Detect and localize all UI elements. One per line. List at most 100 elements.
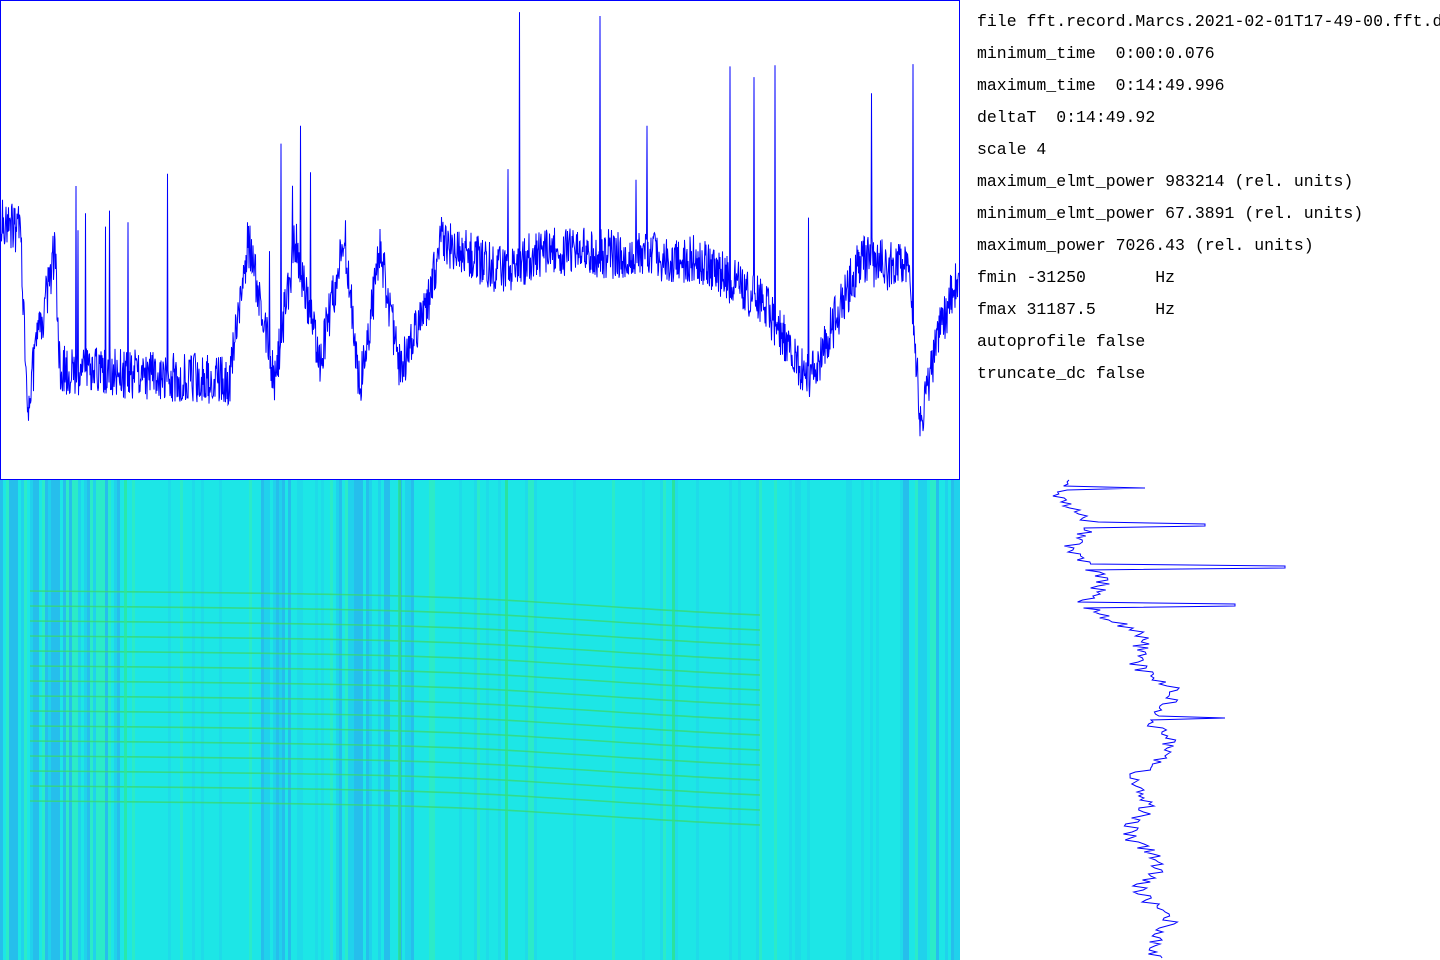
info-line: maximum_elmt_power 983214 (rel. units) [977, 172, 1354, 191]
harmonic-line [29, 650, 761, 676]
spectrogram-column [108, 480, 111, 960]
info-line: maximum_time 0:14:49.996 [977, 76, 1225, 95]
frequency-profile [1052, 479, 1286, 959]
spectrogram-column [924, 480, 927, 960]
harmonic-line [29, 755, 761, 781]
spectrogram-column [408, 480, 411, 960]
spectrogram-column [87, 480, 90, 960]
spectrogram-column [612, 480, 615, 960]
bright-column [672, 480, 675, 960]
spectrogram-column [288, 480, 291, 960]
spectrogram-column [366, 480, 369, 960]
spectrogram-column [774, 480, 777, 960]
spectrogram-column [345, 480, 348, 960]
spectrogram-column [432, 480, 435, 960]
spectrogram-column [696, 480, 699, 960]
spectrogram-column [132, 480, 135, 960]
spectrogram-column [66, 480, 69, 960]
spectrogram-column [951, 480, 954, 960]
spectrogram-column [93, 480, 96, 960]
spectrogram-column [192, 480, 195, 960]
spectrogram-column [36, 480, 39, 960]
spectrogram-column [96, 480, 99, 960]
spectrogram-column [663, 480, 666, 960]
bright-column [124, 480, 127, 960]
info-line: fmax 31187.5 Hz [977, 300, 1176, 319]
spectrogram-column [99, 480, 102, 960]
spectrogram-column [573, 480, 576, 960]
spectrogram-column [57, 480, 60, 960]
spectrogram-column [24, 480, 27, 960]
spectrogram-column [474, 480, 477, 960]
spectrogram-column [477, 480, 480, 960]
info-line: scale 4 [977, 140, 1047, 159]
spectrogram-column [360, 480, 363, 960]
spectrogram-column [351, 480, 354, 960]
spectrogram-column [249, 480, 252, 960]
info-line: deltaT 0:14:49.92 [977, 108, 1156, 127]
spectrogram-column [729, 480, 732, 960]
spectrogram-column [348, 480, 351, 960]
harmonic-line [29, 680, 761, 706]
spectrogram-column [660, 480, 663, 960]
harmonic-line [29, 590, 761, 616]
spectrogram-column [795, 480, 798, 960]
power-trace [0, 12, 959, 437]
spectrogram-column [918, 480, 921, 960]
spectrogram-column [357, 480, 360, 960]
spectrogram-column [954, 480, 957, 960]
spectrogram-column [21, 480, 24, 960]
spectrogram-column [411, 480, 414, 960]
spectrogram-column [33, 480, 36, 960]
spectrogram-column [945, 480, 948, 960]
spectrogram-column [102, 480, 105, 960]
spectrogram-column [219, 480, 222, 960]
spectrogram-column [870, 480, 873, 960]
spectrogram-column [78, 480, 81, 960]
spectrogram-column [384, 480, 387, 960]
spectrogram-column [42, 480, 45, 960]
spectrogram-column [279, 480, 282, 960]
spectrogram-column [105, 480, 108, 960]
spectrogram-column [267, 480, 270, 960]
spectrogram-column [525, 480, 528, 960]
spectrogram-column [459, 480, 462, 960]
spectrogram-column [117, 480, 120, 960]
spectrogram-column [48, 480, 51, 960]
info-panel: file fft.record.Marcs.2021-02-01T17-49-0… [977, 10, 1440, 390]
harmonic-line [29, 800, 761, 826]
spectrogram-column [63, 480, 66, 960]
spectrogram-column [84, 480, 87, 960]
spectrogram-column [900, 480, 903, 960]
spectrogram-column [30, 480, 33, 960]
spectrogram-column [642, 480, 645, 960]
time-plot-frame [0, 0, 960, 480]
spectrogram-column [168, 480, 171, 960]
spectrogram-column [807, 480, 810, 960]
spectrogram-column [264, 480, 267, 960]
info-line: minimum_elmt_power 67.3891 (rel. units) [977, 204, 1364, 223]
spectrogram-column [90, 480, 93, 960]
bright-column [398, 480, 401, 960]
trace-line [0, 12, 959, 437]
info-line: file fft.record.Marcs.2021-02-01T17-49-0… [977, 12, 1440, 31]
spectrogram-column [738, 480, 741, 960]
spectrogram-column [906, 480, 909, 960]
spectrogram-column [201, 480, 204, 960]
spectrogram-column [321, 480, 324, 960]
spectrogram-column [114, 480, 117, 960]
spectrogram-column [534, 480, 537, 960]
spectrogram-column [759, 480, 762, 960]
spectrogram-column [15, 480, 18, 960]
spectrogram-column [369, 480, 372, 960]
spectrogram-column [315, 480, 318, 960]
spectrogram-column [339, 480, 342, 960]
spectrogram-column [6, 480, 9, 960]
spectrogram-column [0, 480, 3, 960]
spectrogram-column [300, 480, 303, 960]
harmonic-line [29, 665, 761, 691]
spectrogram-column [936, 480, 939, 960]
spectrogram [0, 480, 960, 960]
spectrogram-column [861, 480, 864, 960]
